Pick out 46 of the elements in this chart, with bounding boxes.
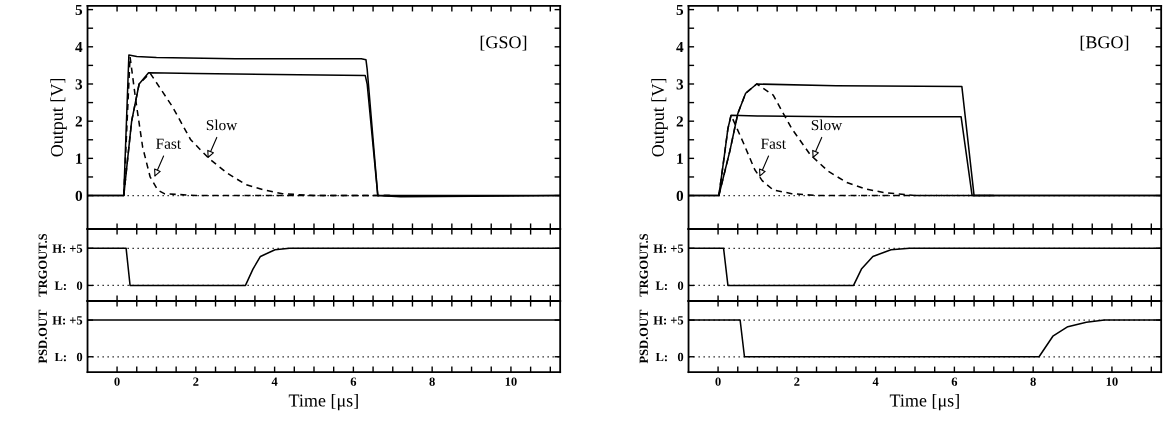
y-axis-title: PSD.OUT	[38, 309, 48, 364]
annotation: Fast	[761, 138, 786, 149]
y-tick-label: L: 0	[655, 281, 684, 290]
x-tick-label: 0	[114, 377, 120, 386]
y-tick-label: 1	[677, 153, 683, 164]
y-tick-label: 3	[75, 79, 83, 90]
y-axis-title: TRGOUT.S	[639, 233, 649, 297]
annotation: Slow	[206, 119, 238, 131]
y-tick-label: L: 0	[655, 352, 684, 362]
annotation: [BGO]	[1080, 35, 1129, 51]
x-tick-label: 8	[1030, 377, 1036, 386]
y-axis-title: TRGOUT.S	[38, 233, 48, 297]
y-tick-label: 3	[676, 79, 684, 90]
annotation: Fast	[156, 138, 182, 149]
y-tick-label: H: +5	[653, 244, 684, 253]
y-tick-label: H: +5	[653, 316, 684, 325]
y-tick-label: 2	[676, 116, 684, 127]
y-tick-label: 5	[676, 4, 684, 16]
x-tick-label: 2	[794, 377, 800, 386]
x-tick-label: 8	[429, 377, 435, 386]
x-tick-label: 6	[350, 377, 357, 386]
x-tick-label: 10	[505, 377, 517, 386]
x-tick-label: 4	[872, 377, 879, 386]
x-tick-label: 6	[951, 377, 958, 386]
x-tick-label: 2	[193, 377, 199, 386]
y-tick-label: 4	[676, 42, 684, 53]
y-axis-title: Output [V]	[651, 78, 668, 157]
y-tick-label: 4	[75, 42, 83, 53]
x-tick-label: 10	[1106, 377, 1118, 386]
y-axis-title: PSD.OUT	[639, 309, 649, 364]
x-tick-label: 0	[715, 377, 721, 386]
y-axis-title: Output [V]	[50, 78, 67, 157]
y-tick-label: L: 0	[54, 281, 83, 290]
annotation: Slow	[811, 119, 843, 131]
y-tick-label: 1	[76, 153, 82, 164]
x-tick-label: 4	[271, 377, 278, 386]
y-tick-label: 0	[75, 190, 83, 202]
x-axis-title: Time [μs]	[288, 393, 358, 411]
y-tick-label: 0	[676, 190, 684, 202]
y-tick-label: H: +5	[52, 244, 83, 253]
annotation: [GSO]	[480, 35, 527, 51]
y-tick-label: H: +5	[52, 316, 83, 325]
y-tick-label: 2	[75, 116, 83, 127]
y-tick-label: L: 0	[54, 352, 83, 362]
x-axis-title: Time [μs]	[889, 393, 959, 411]
y-tick-label: 5	[75, 4, 83, 16]
